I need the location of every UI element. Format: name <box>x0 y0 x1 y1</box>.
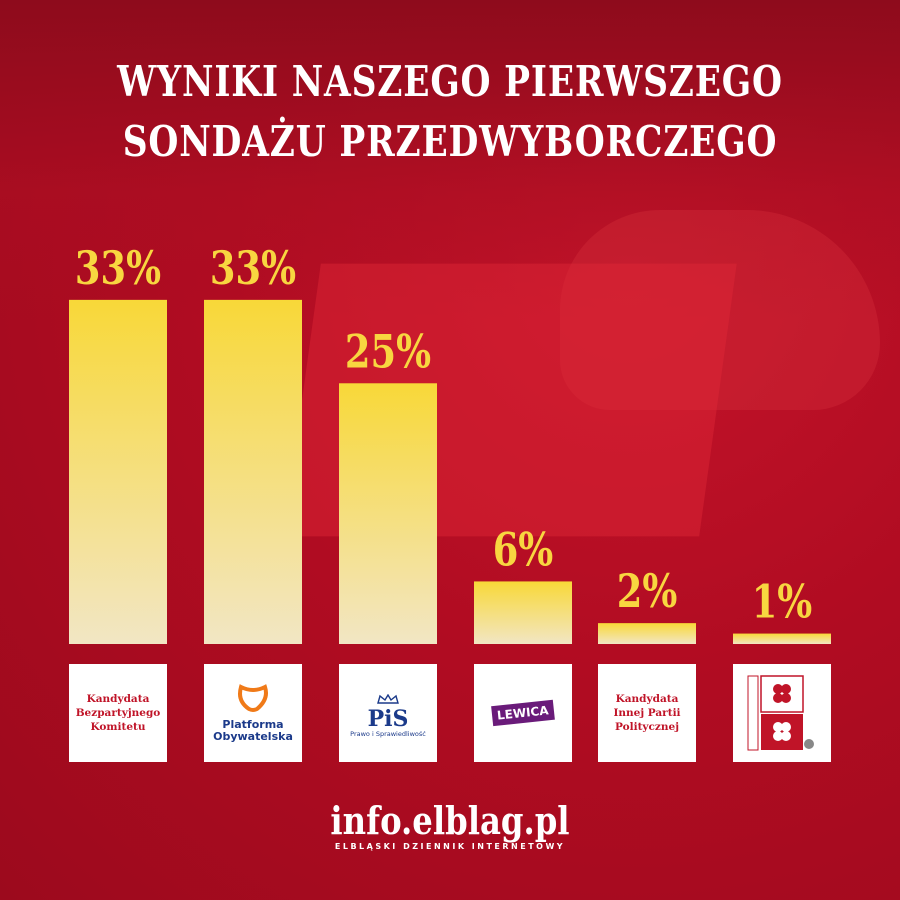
footer-site-name: info.elblag.pl <box>330 798 570 843</box>
logo-kandydata-bezpartyjnego: Kandydata Bezpartyjnego Komitetu <box>69 664 167 762</box>
value-label-2: 25% <box>345 324 431 378</box>
bar-4 <box>598 623 696 644</box>
footer: info.elblag.pl ELBLĄSKI DZIENNIK INTERNE… <box>0 798 900 852</box>
po-heart-icon <box>237 684 268 712</box>
pis-subtitle: Prawo i Sprawiedliwość <box>350 729 426 738</box>
bar-3 <box>474 581 572 644</box>
background-hand <box>560 210 880 410</box>
title-line-2: SONDAŻU PRZEDWYBORCZEGO <box>122 117 778 166</box>
category-label-lewica: LEWICA <box>491 699 555 727</box>
category-label-po: Platforma Obywatelska <box>213 718 293 743</box>
bar-1 <box>204 299 302 644</box>
bar-0 <box>69 299 167 644</box>
value-label-3: 6% <box>493 522 554 576</box>
logo-lewica: LEWICA <box>474 664 572 762</box>
logo-platforma-obywatelska: Platforma Obywatelska <box>204 664 302 762</box>
bar-5 <box>733 633 831 644</box>
category-label-pis: PiS <box>367 705 409 732</box>
value-label-1: 33% <box>210 241 296 295</box>
category-label-bezpartyjny: Kandydata Bezpartyjnego Komitetu <box>75 693 161 733</box>
konfederacja-emblem-icon <box>747 675 814 751</box>
logo-konfederacja <box>733 664 831 762</box>
background-top-shade <box>0 0 900 320</box>
footer-tagline: ELBLĄSKI DZIENNIK INTERNETOWY <box>334 842 566 851</box>
title-line-1: WYNIKI NASZEGO PIERWSZEGO <box>117 57 783 106</box>
logo-pis: PiS Prawo i Sprawiedliwość <box>339 664 437 762</box>
logo-kandydata-innej-partii: Kandydata Innej Partii Politycznej <box>598 664 696 762</box>
category-label-inna: Kandydata Innej Partii Politycznej <box>613 693 681 733</box>
bar-2 <box>339 383 437 644</box>
value-label-0: 33% <box>75 241 161 295</box>
value-label-4: 2% <box>617 564 678 618</box>
chart-title: WYNIKI NASZEGO PIERWSZEGO SONDAŻU PRZEDW… <box>81 52 819 172</box>
crown-icon <box>377 693 399 704</box>
value-label-5: 1% <box>752 575 813 629</box>
